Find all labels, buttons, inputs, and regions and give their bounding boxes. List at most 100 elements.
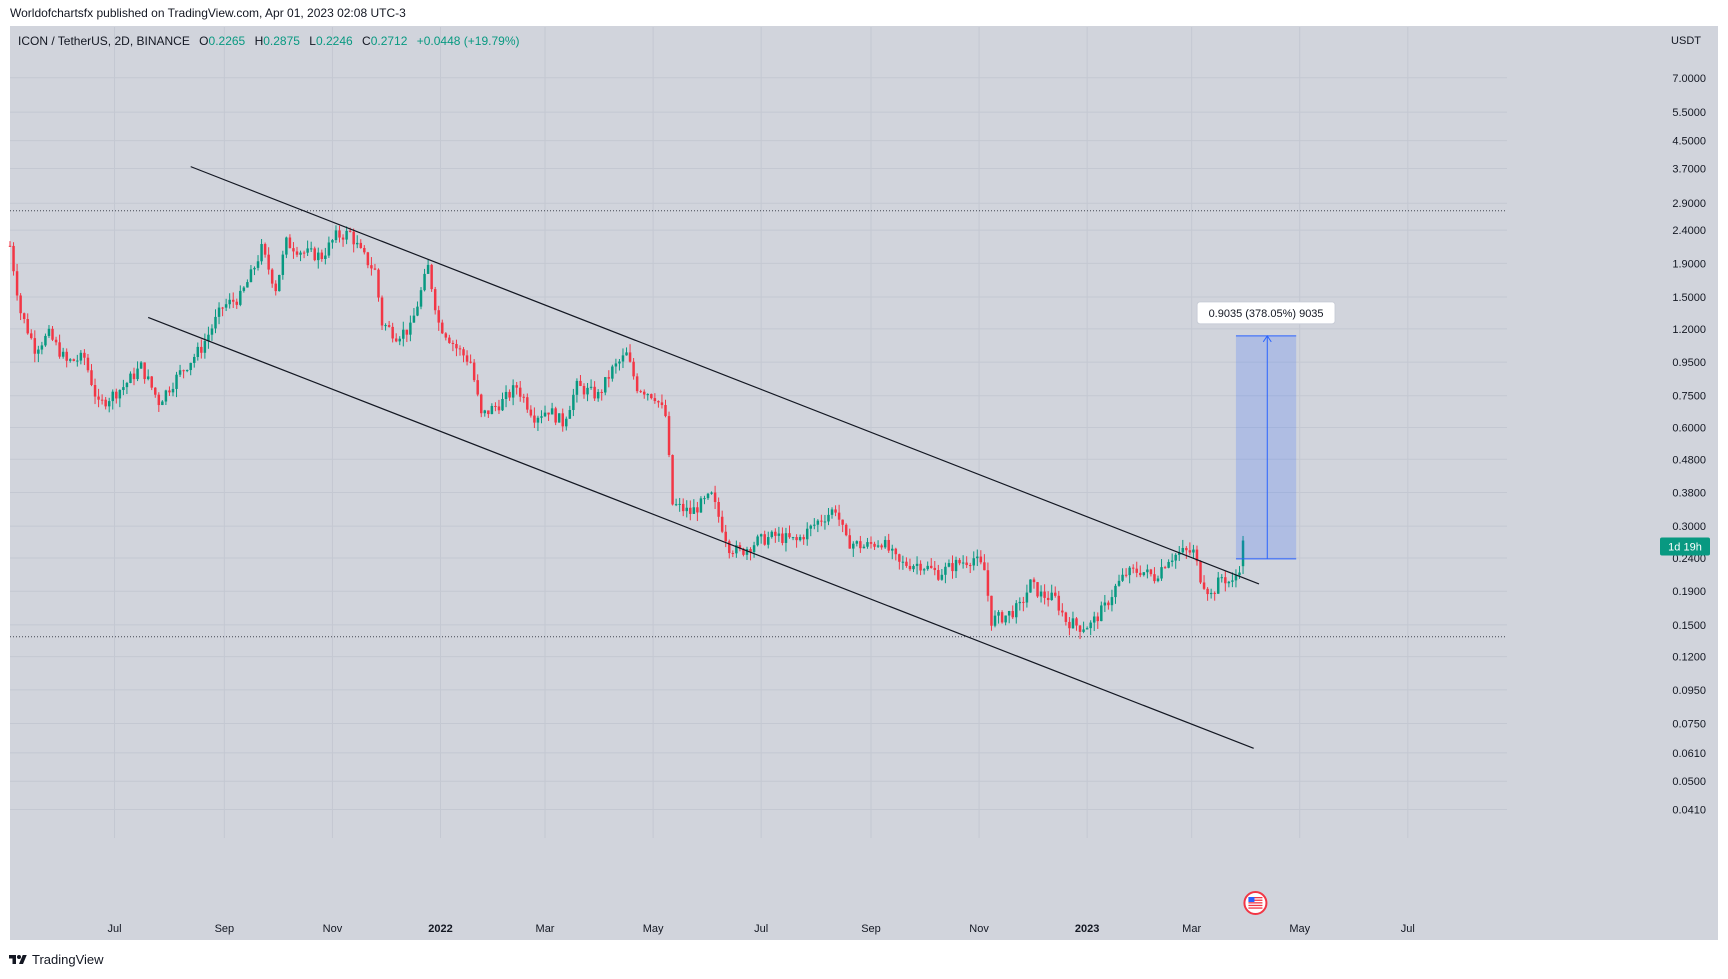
candle xyxy=(497,399,501,415)
candle xyxy=(1043,584,1046,605)
candle xyxy=(717,497,720,523)
candle-body xyxy=(515,385,518,388)
candle-body xyxy=(869,542,873,544)
candle xyxy=(664,399,667,418)
candle-body xyxy=(589,386,593,388)
price-axis-tick: 0.0410 xyxy=(1672,804,1706,816)
candle xyxy=(533,407,536,429)
candle xyxy=(922,567,926,575)
candle xyxy=(777,526,781,542)
candle xyxy=(565,416,568,431)
candle-body xyxy=(993,615,997,626)
candle-body xyxy=(827,514,830,522)
candle xyxy=(891,544,894,560)
candle-body xyxy=(1142,572,1146,576)
candle xyxy=(1011,605,1014,620)
flag-stripe xyxy=(1248,897,1263,899)
candle-body xyxy=(384,325,387,327)
candle-body xyxy=(472,362,476,381)
candle-body xyxy=(820,520,823,522)
footer-brand[interactable]: TradingView xyxy=(8,952,104,967)
candle xyxy=(313,246,316,262)
candle-body xyxy=(1146,569,1149,573)
time-axis-background xyxy=(10,916,1718,940)
candle-body xyxy=(547,412,550,415)
candle xyxy=(324,247,327,265)
candle-body xyxy=(1121,574,1124,581)
candle xyxy=(1110,589,1114,612)
candle xyxy=(472,359,476,383)
candle-body xyxy=(607,377,611,379)
price-axis-tick: 2.4000 xyxy=(1672,225,1706,237)
candle-body xyxy=(770,531,774,538)
candle-body xyxy=(848,535,851,549)
candle-body xyxy=(1015,603,1018,618)
candle-body xyxy=(1227,581,1231,584)
candle-body xyxy=(458,348,462,350)
time-axis-tick: Sep xyxy=(215,923,235,935)
candle-body xyxy=(111,391,114,402)
candle-body xyxy=(816,520,820,525)
candle-body xyxy=(954,559,958,572)
candle xyxy=(288,234,292,249)
candle xyxy=(642,389,646,399)
candle-body xyxy=(572,394,575,411)
candle-body xyxy=(997,612,1000,616)
flag-stripe xyxy=(1248,899,1263,901)
candle-body xyxy=(171,388,175,393)
candle-body xyxy=(1181,547,1185,553)
candle-body xyxy=(1114,585,1117,598)
candle-body xyxy=(497,406,501,411)
candle xyxy=(529,405,533,418)
candle xyxy=(260,239,263,265)
candle xyxy=(483,409,487,417)
candle xyxy=(394,333,398,343)
candle-body xyxy=(1188,550,1192,553)
candle-body xyxy=(451,342,455,344)
candle xyxy=(1057,590,1061,616)
candle xyxy=(68,358,72,363)
us-flag-icon[interactable] xyxy=(1243,891,1268,915)
candle-body xyxy=(1135,568,1138,573)
candle xyxy=(295,246,299,258)
time-axis: Jul Sep Nov 2022 Mar May Jul Sep Nov 2023 Mar May Ju… xyxy=(107,923,1414,935)
price-axis-tick: 7.0000 xyxy=(1672,73,1706,85)
candle xyxy=(58,334,61,359)
candle xyxy=(805,522,809,546)
candle xyxy=(961,555,965,569)
candle-body xyxy=(1178,552,1181,555)
candle xyxy=(798,534,802,542)
candle-body xyxy=(646,394,650,396)
candle-body xyxy=(887,539,890,551)
candle-body xyxy=(1018,601,1022,604)
candle-body xyxy=(504,391,508,399)
candle-body xyxy=(692,507,696,514)
candle-body xyxy=(444,333,448,338)
candle-body xyxy=(125,382,129,388)
candle xyxy=(518,381,522,402)
candle xyxy=(1029,579,1032,593)
candle xyxy=(352,228,355,253)
price-axis-tick: 3.7000 xyxy=(1672,164,1706,176)
candle-body xyxy=(54,339,58,343)
candle-body xyxy=(1082,629,1085,632)
candle-body xyxy=(61,351,65,357)
candle xyxy=(788,525,791,539)
candle-body xyxy=(866,542,869,547)
candle-body xyxy=(667,416,671,456)
candle xyxy=(993,610,997,628)
candle-body xyxy=(295,251,299,255)
candle xyxy=(586,382,589,402)
candle xyxy=(944,562,947,584)
candle-body xyxy=(1124,574,1128,576)
candle-body xyxy=(288,237,292,249)
candle xyxy=(844,523,848,537)
candle xyxy=(398,336,401,346)
candle xyxy=(274,280,277,296)
candle xyxy=(759,533,763,544)
candle-body xyxy=(618,361,621,364)
candle-body xyxy=(639,391,642,393)
candle-body xyxy=(1185,547,1188,551)
candle xyxy=(1061,603,1064,617)
